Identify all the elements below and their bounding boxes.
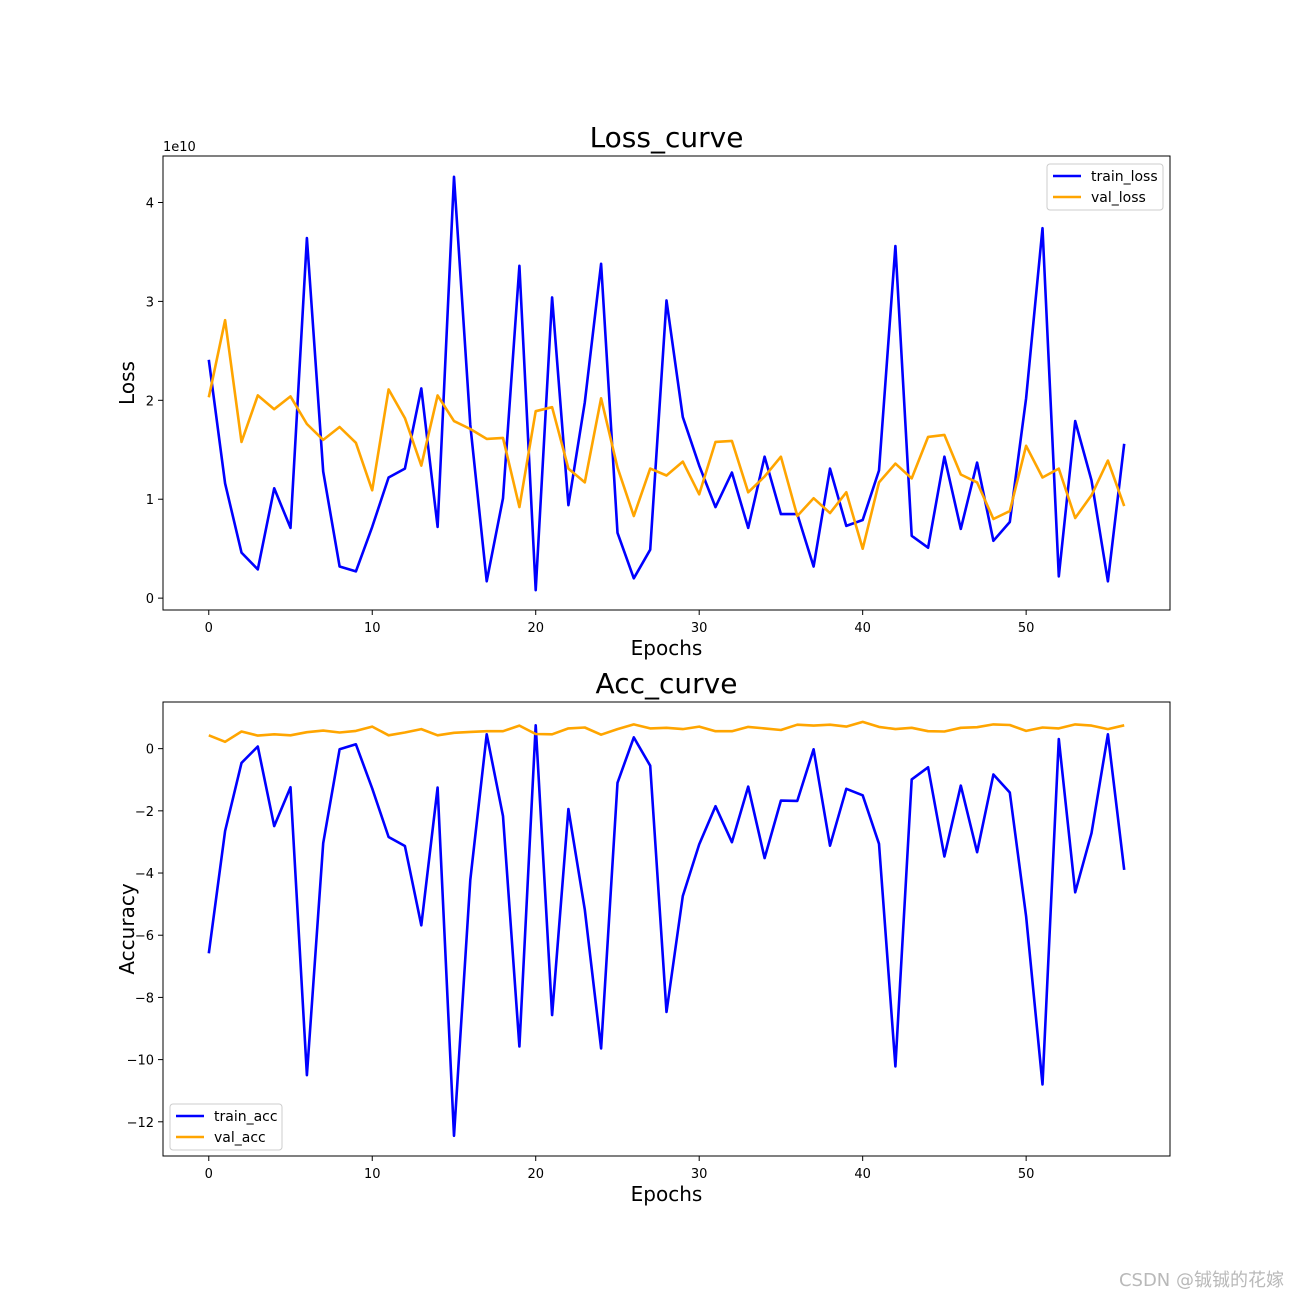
chart1-y-axis-label: Loss <box>115 361 139 405</box>
chart1-y-tick-label: 4 <box>146 196 154 211</box>
chart1-x-tick-label: 50 <box>1018 621 1035 636</box>
chart1-legend-label: val_loss <box>1091 190 1146 206</box>
chart2-y-tick-label: −2 <box>135 805 154 820</box>
watermark-text: CSDN @铖铖的花嫁 <box>1118 1270 1284 1291</box>
chart1-x-tick-label: 20 <box>527 621 544 636</box>
chart1-title: Loss_curve <box>590 121 744 154</box>
chart1-y-tick-label: 0 <box>146 592 154 607</box>
chart2-series-train-acc <box>207 723 1126 1138</box>
chart1-y-scale-label: 1e10 <box>163 140 196 155</box>
chart1-axes-frame <box>162 155 1171 611</box>
chart2-series-val-acc <box>208 720 1125 744</box>
chart2-y-axis-label: Accuracy <box>115 883 139 974</box>
chart1-y-tick-label: 3 <box>146 295 154 310</box>
chart2-y-tick-label: −4 <box>135 867 154 882</box>
chart1-y-tick-label: 1 <box>146 493 154 508</box>
chart2-title: Acc_curve <box>596 667 738 700</box>
chart2-legend-label: val_acc <box>214 1130 266 1146</box>
chart1-x-tick-label: 30 <box>691 621 708 636</box>
chart2-x-axis-label: Epochs <box>631 1182 703 1206</box>
chart1-x-tick-label: 0 <box>205 621 213 636</box>
chart2-x-tick-label: 10 <box>364 1167 381 1182</box>
chart1-x-axis-label: Epochs <box>631 636 703 660</box>
chart1-x-tick-label: 40 <box>854 621 871 636</box>
chart2-y-tick-label: −8 <box>135 991 154 1006</box>
chart2-x-tick-label: 0 <box>205 1167 213 1182</box>
chart2-x-tick-label: 30 <box>691 1167 708 1182</box>
chart2-x-tick-label: 40 <box>854 1167 871 1182</box>
chart1-series-val-loss <box>207 318 1126 551</box>
chart2-y-tick-label: −6 <box>135 929 154 944</box>
chart2-y-tick-label: −10 <box>127 1054 154 1069</box>
chart2-x-tick-label: 50 <box>1018 1167 1035 1182</box>
chart2-legend-label: train_acc <box>214 1109 278 1125</box>
chart2-y-tick-label: 0 <box>146 743 154 758</box>
chart1-legend-label: train_loss <box>1091 169 1158 185</box>
chart2-y-tick-label: −12 <box>127 1116 154 1131</box>
chart2-axes-frame <box>162 701 1171 1157</box>
chart1-x-tick-label: 10 <box>364 621 381 636</box>
chart1-series-train-loss <box>207 175 1126 592</box>
chart1-y-tick-label: 2 <box>146 394 154 409</box>
chart2-x-tick-label: 20 <box>527 1167 544 1182</box>
